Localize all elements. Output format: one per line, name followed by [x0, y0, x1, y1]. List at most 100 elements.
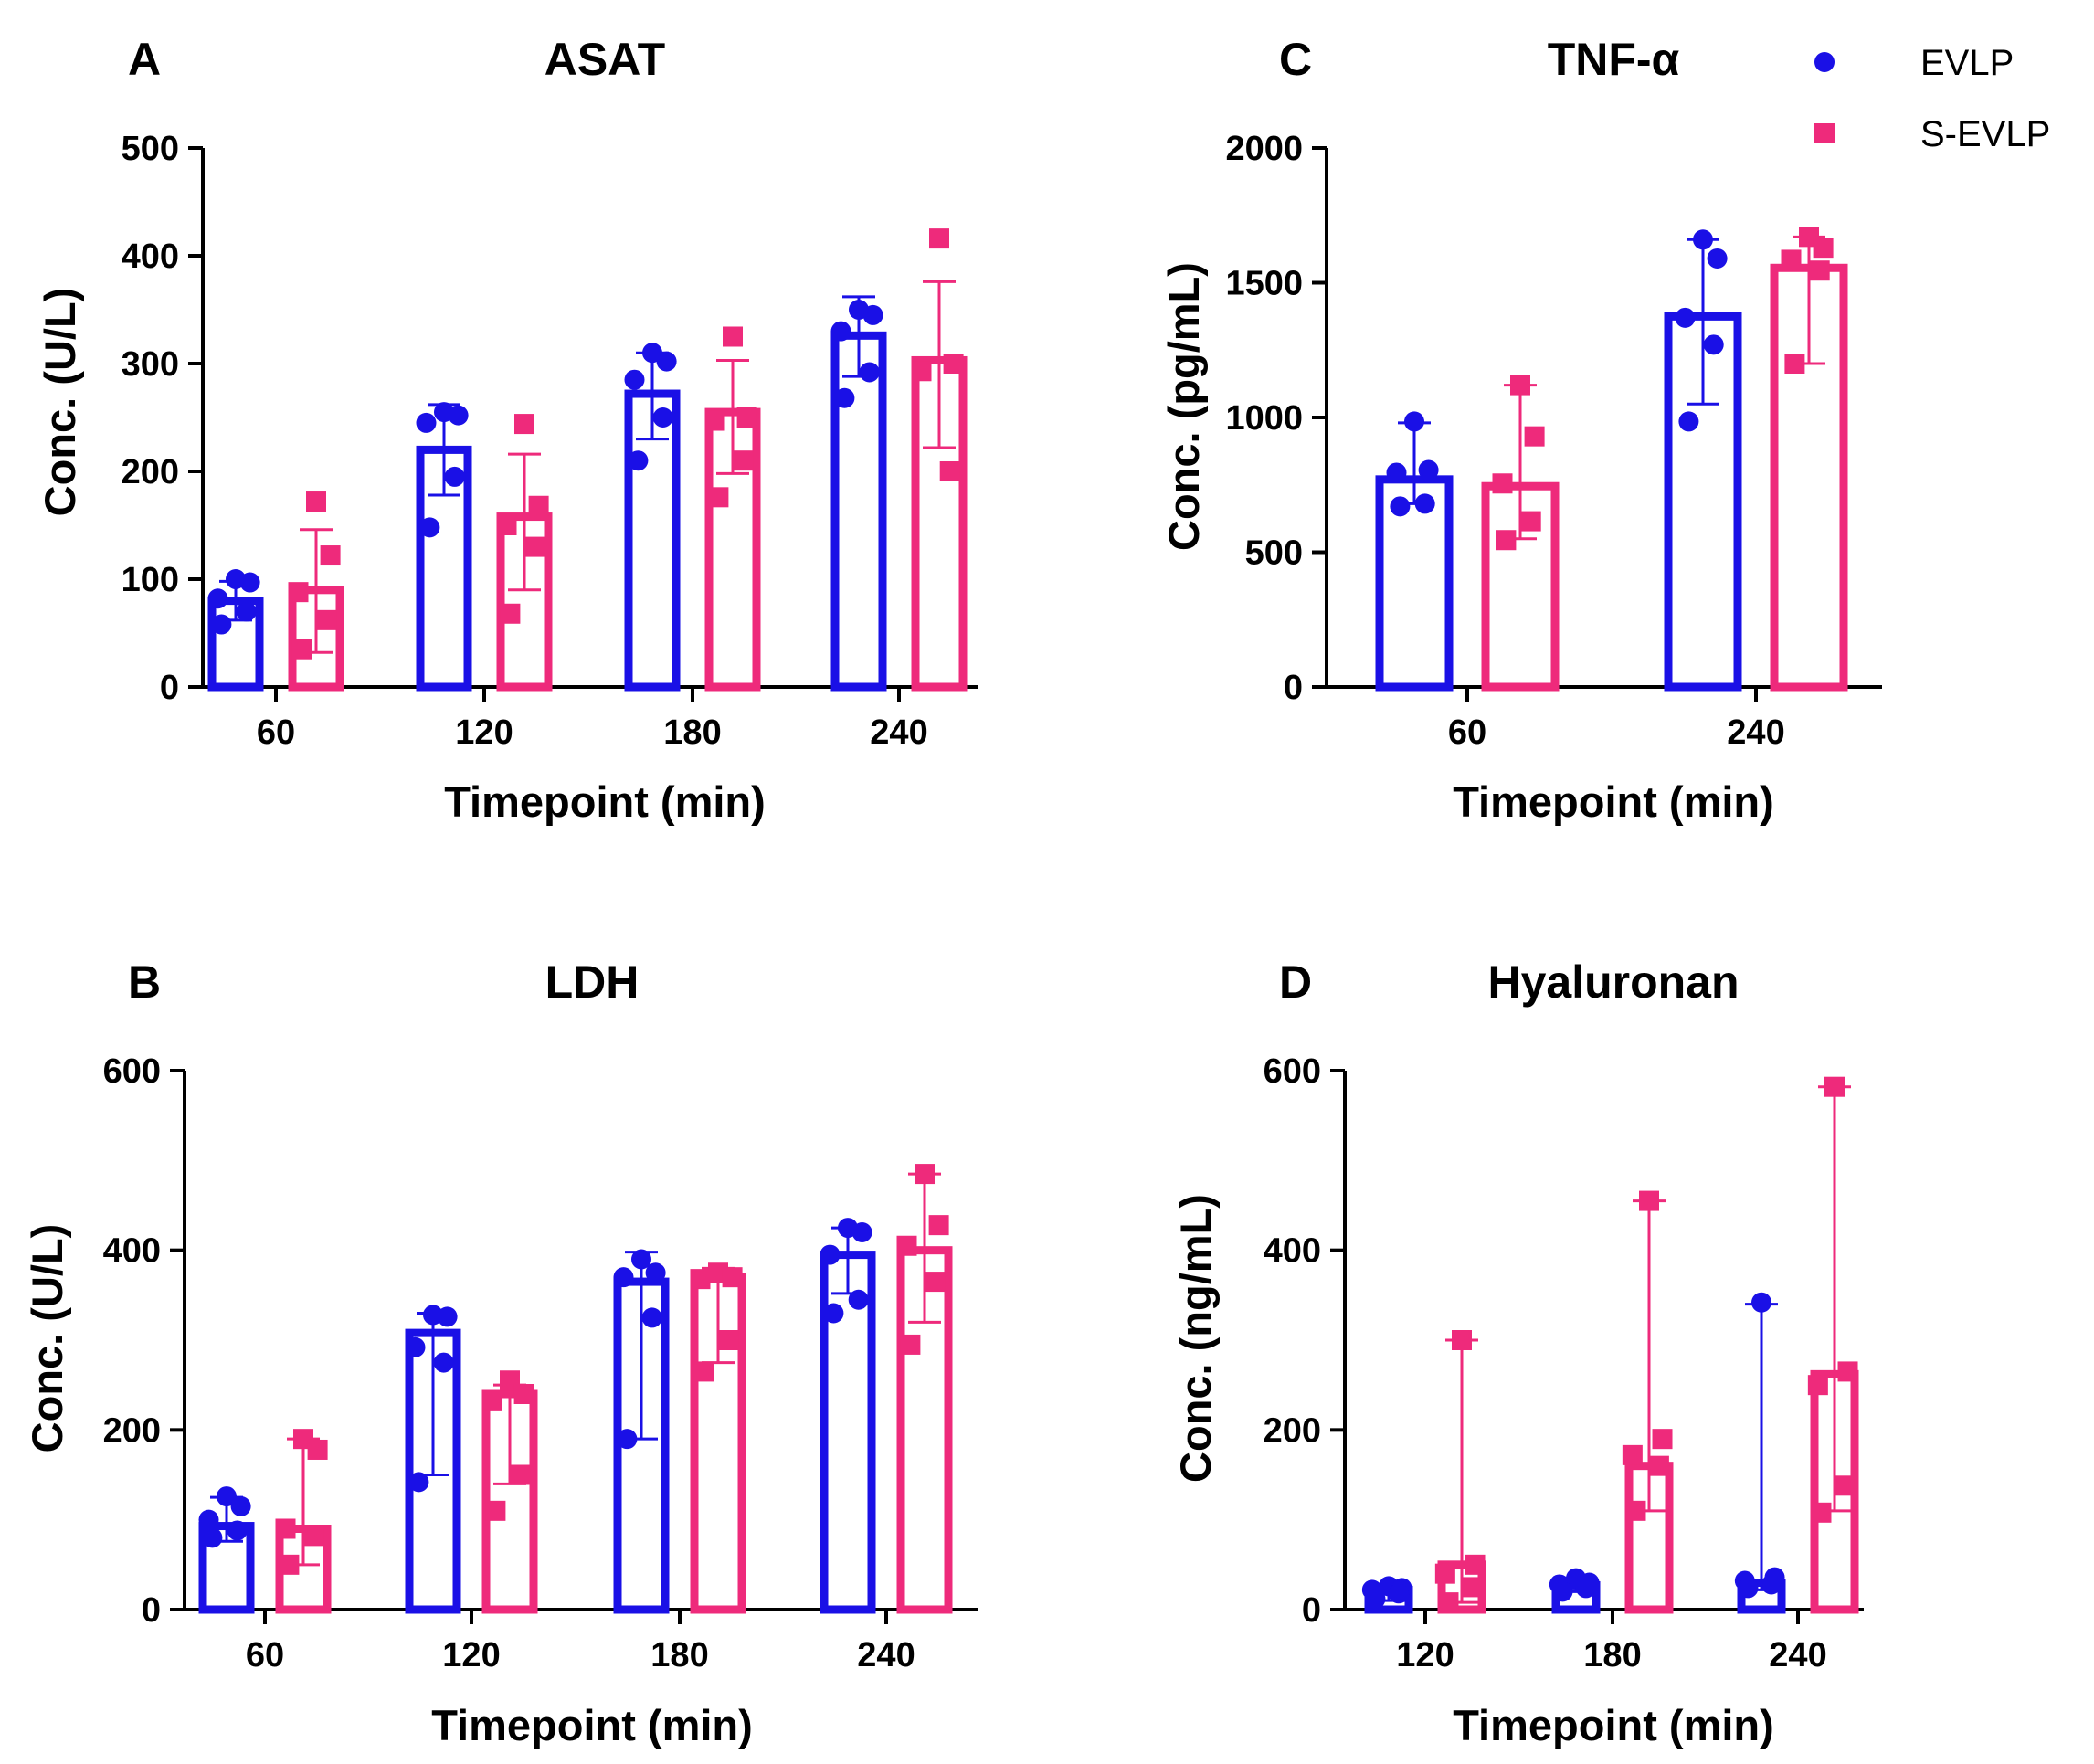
panel-b-evlp-point: [405, 1336, 426, 1357]
panel-c-plot: 0 500 1000 1500 2000 60 240: [1225, 130, 1882, 752]
panel-c-x-tick-label: 60: [1448, 713, 1486, 752]
panel-b-s-evlp-point: [900, 1334, 921, 1355]
panel-a-s-evlp-point: [316, 609, 337, 630]
panel-b-evlp-point: [641, 1307, 662, 1328]
panel-b-s-evlp-point: [690, 1269, 711, 1290]
panel-a: A ASAT Conc. (U/L) Timepoint (min) 0 100 2…: [36, 34, 978, 826]
panel-b-s-evlp-point: [718, 1330, 739, 1350]
panel-d-s-evlp-point: [1639, 1190, 1659, 1211]
panel-b-y-tick-label: 600: [103, 1052, 161, 1091]
panel-b-evlp-point: [202, 1527, 223, 1548]
panel-a-title: ASAT: [545, 34, 665, 85]
panel-d-s-evlp-point: [1837, 1361, 1858, 1382]
panel-b-s-evlp-point: [722, 1267, 743, 1288]
panel-d-s-evlp-point: [1434, 1563, 1455, 1584]
panel-a-s-evlp-point: [943, 354, 964, 374]
panel-b-evlp-point: [820, 1244, 841, 1265]
panel-a-x-tick-label: 240: [870, 713, 927, 752]
panel-b-evlp-point: [437, 1306, 458, 1327]
panel-b-s-evlp-point: [925, 1272, 946, 1293]
panel-b-s-evlp-point: [513, 1384, 534, 1404]
panel-a-s-evlp-point: [528, 495, 549, 516]
panel-a-evlp-bar: [830, 331, 887, 692]
panel-d-y-axis-label: Conc. (ng/mL): [1171, 1194, 1220, 1483]
panel-a-s-evlp-point: [288, 582, 309, 603]
panel-d-evlp-point: [1552, 1581, 1573, 1602]
panel-a-s-evlp-point: [496, 515, 517, 535]
panel-b-s-evlp-point: [693, 1361, 714, 1382]
panel-a-evlp-point: [830, 321, 851, 342]
panel-c-s-evlp-point: [1520, 511, 1541, 532]
panel-b-x-tick-label: 120: [442, 1636, 500, 1674]
panel-a-s-evlp-point: [911, 361, 932, 382]
panel-c-s-evlp-point: [1510, 375, 1530, 396]
panel-c-s-evlp-point: [1813, 238, 1834, 259]
panel-a-y-tick-label: 100: [122, 561, 179, 599]
panel-c-evlp-point: [1418, 459, 1439, 481]
panel-d-evlp-point: [1388, 1583, 1409, 1604]
panel-b-s-evlp-point: [303, 1526, 324, 1547]
panel-c-y-tick-label: 2000: [1225, 130, 1303, 168]
panel-a-x-tick-label: 120: [455, 713, 513, 752]
panel-d-letter: D: [1279, 956, 1312, 1008]
panel-a-x-tick-label: 180: [663, 713, 721, 752]
panel-d-evlp-point: [1761, 1574, 1782, 1595]
panel-b-evlp-point: [851, 1222, 872, 1242]
panel-b-y-axis-label: Conc. (U/L): [23, 1224, 71, 1453]
panel-c: C TNF-α Conc. (pg/mL) Timepoint (min) 0 5…: [1159, 34, 1882, 826]
panel-d: D Hyaluronan Conc. (ng/mL) Timepoint (mi…: [1171, 956, 1864, 1749]
panel-d-y-tick-label: 400: [1264, 1232, 1321, 1271]
panel-d-title: Hyaluronan: [1487, 956, 1739, 1008]
panel-a-s-evlp-point: [320, 545, 341, 566]
panel-c-s-evlp-point: [1496, 530, 1517, 551]
panel-d-s-evlp-point: [1652, 1429, 1673, 1450]
panel-d-s-evlp-point: [1452, 1330, 1472, 1350]
panel-b-evlp-point: [848, 1289, 869, 1310]
panel-a-evlp-point: [628, 450, 649, 471]
panel-a-evlp-point: [652, 407, 673, 428]
panel-c-y-tick-label: 500: [1245, 534, 1303, 573]
panel-c-s-evlp-point: [1781, 249, 1802, 270]
panel-a-s-evlp-point: [708, 487, 729, 508]
panel-a-evlp-point: [656, 351, 677, 372]
panel-b-s-evlp-point: [485, 1500, 506, 1521]
panel-d-s-evlp-point: [1622, 1444, 1643, 1465]
panel-d-x-tick-label: 180: [1583, 1636, 1641, 1674]
panel-c-evlp-point: [1678, 411, 1699, 432]
panel-b-evlp-point: [227, 1520, 248, 1541]
panel-b-letter: B: [128, 956, 161, 1008]
panel-c-letter: C: [1279, 34, 1312, 85]
panel-d-x-axis-label: Timepoint (min): [1453, 1701, 1774, 1749]
panel-c-y-tick-label: 1500: [1225, 265, 1303, 303]
panel-c-y-tick-label: 1000: [1225, 399, 1303, 438]
panel-a-s-evlp-point: [733, 450, 754, 471]
panel-d-evlp-point: [1751, 1292, 1771, 1313]
panel-b-x-tick-label: 180: [650, 1636, 708, 1674]
panel-b-evlp-point: [230, 1495, 251, 1516]
panel-a-evlp-point: [624, 369, 645, 390]
panel-b-s-evlp-point: [481, 1390, 502, 1411]
panel-d-x-tick-label: 120: [1396, 1636, 1454, 1674]
panel-b-evlp-point: [631, 1249, 651, 1270]
panel-b-s-evlp-point: [275, 1518, 296, 1539]
legend-s-evlp-marker: [1814, 123, 1835, 143]
panel-a-s-evlp-point: [736, 407, 757, 428]
panel-c-y-tick-label: 0: [1284, 669, 1303, 707]
panel-c-evlp-point: [1404, 411, 1424, 432]
panel-a-y-tick-label: 400: [122, 238, 179, 276]
panel-c-evlp-point: [1386, 462, 1407, 483]
panel-d-s-evlp-point: [1824, 1076, 1845, 1097]
panel-b-evlp-point: [217, 1486, 237, 1507]
panel-a-s-evlp-point: [514, 414, 534, 435]
panel-b-s-evlp-point: [896, 1235, 917, 1256]
panel-b-s-evlp-point: [928, 1215, 949, 1236]
panel-a-x-axis-label: Timepoint (min): [444, 777, 766, 826]
panel-b-s-evlp-point: [279, 1554, 300, 1575]
panel-b-s-evlp-point: [510, 1464, 531, 1485]
panel-a-evlp-point: [236, 601, 257, 622]
panel-b-evlp-point: [198, 1509, 219, 1530]
panel-a-evlp-point: [419, 517, 440, 538]
legend-s-evlp-label: S-EVLP: [1920, 114, 2050, 154]
panel-b-y-tick-label: 0: [142, 1591, 161, 1630]
panel-a-s-evlp-point: [929, 228, 949, 249]
